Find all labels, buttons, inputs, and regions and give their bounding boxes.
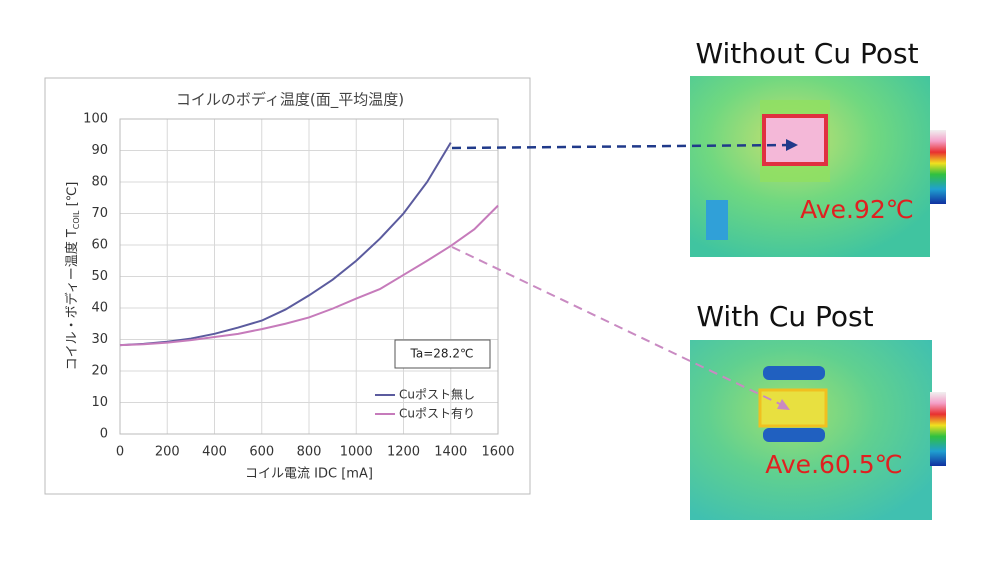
y-tick-label: 100 — [83, 112, 108, 127]
connector — [451, 143, 791, 150]
thermal-hot — [758, 388, 828, 428]
line-series — [119, 204, 499, 347]
x-axis-label: コイル電流 IDC [mA] — [245, 467, 373, 482]
y-tick-label: 0 — [100, 427, 108, 442]
y-tick-label: 90 — [91, 143, 108, 158]
x-tick-label: 400 — [202, 445, 227, 460]
x-tick-label: 800 — [297, 445, 322, 460]
y-label-sub: COIL — [72, 210, 81, 229]
x-tick-label: 1600 — [481, 445, 514, 460]
x-tick-label: 600 — [249, 445, 274, 460]
annotation-box — [394, 339, 491, 369]
thermal-hot — [762, 114, 828, 166]
y-tick-label: 30 — [91, 332, 108, 347]
x-tick-label: 200 — [155, 445, 180, 460]
x-tick-label: 1000 — [340, 445, 373, 460]
color-scale — [930, 392, 946, 466]
plot-border — [119, 118, 499, 435]
color-scale — [930, 130, 946, 204]
chart-title: コイルのボディ温度(面_平均温度) — [176, 91, 404, 110]
chart-frame — [44, 77, 531, 495]
y-tick-label: 50 — [91, 269, 108, 284]
y-label-unit: [℃] — [65, 182, 80, 211]
thermal-spot — [706, 200, 728, 240]
panel-label: Ave.92℃ — [800, 195, 914, 224]
y-tick-label: 70 — [91, 206, 108, 221]
y-tick-label: 60 — [91, 238, 108, 253]
thermal-edge — [763, 428, 825, 442]
y-tick-label: 40 — [91, 301, 108, 316]
arrow-head — [786, 139, 798, 151]
legend-label: Cuポスト無し — [399, 387, 475, 402]
annotation: Ta=28.2℃ — [410, 347, 474, 361]
connector — [451, 246, 783, 406]
arrow-head — [777, 399, 790, 410]
y-axis-label: コイル・ボディー温度 TCOIL [℃] — [64, 182, 81, 371]
y-label-main: コイル・ボディー温度 T — [64, 229, 80, 370]
x-tick-label: 1400 — [434, 445, 467, 460]
panel-title: With Cu Post — [696, 300, 873, 333]
panel-title: Without Cu Post — [695, 37, 918, 70]
line-series — [119, 142, 452, 347]
y-tick-label: 20 — [91, 364, 108, 379]
x-tick-label: 1200 — [387, 445, 420, 460]
legend-label: Cuポスト有り — [399, 407, 475, 421]
y-tick-label: 80 — [91, 175, 108, 190]
y-tick-label: 10 — [91, 395, 108, 410]
panel-label: Ave.60.5℃ — [765, 450, 903, 479]
thermal-edge — [763, 366, 825, 380]
x-tick-label: 0 — [116, 445, 124, 460]
